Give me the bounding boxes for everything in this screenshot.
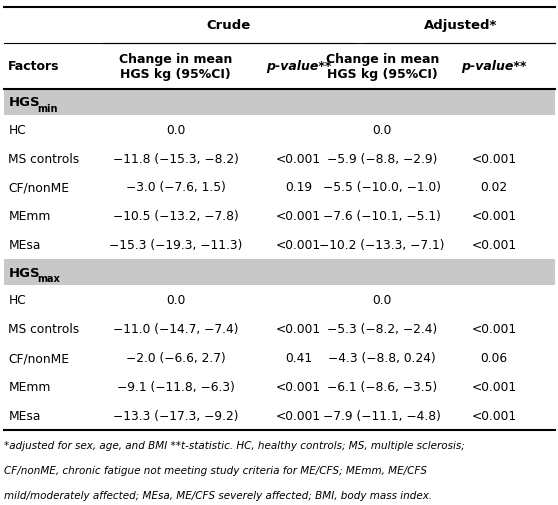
Text: <0.001: <0.001 — [276, 210, 321, 223]
Text: <0.001: <0.001 — [472, 239, 516, 251]
Text: CF/nonME, chronic fatigue not meeting study criteria for ME/CFS; MEmm, ME/CFS: CF/nonME, chronic fatigue not meeting st… — [4, 465, 427, 475]
Text: max: max — [37, 274, 60, 284]
Text: 0.06: 0.06 — [480, 351, 507, 364]
Text: MEmm: MEmm — [8, 380, 51, 393]
Bar — [4, 89, 555, 116]
Text: <0.001: <0.001 — [276, 239, 321, 251]
Text: <0.001: <0.001 — [472, 409, 516, 422]
Text: <0.001: <0.001 — [472, 380, 516, 393]
Text: −7.9 (−11.1, −4.8): −7.9 (−11.1, −4.8) — [323, 409, 441, 422]
Text: <0.001: <0.001 — [276, 409, 321, 422]
Text: <0.001: <0.001 — [276, 323, 321, 335]
Text: MS controls: MS controls — [8, 323, 80, 335]
Text: −5.9 (−8.8, −2.9): −5.9 (−8.8, −2.9) — [327, 153, 437, 165]
Text: −10.2 (−13.3, −7.1): −10.2 (−13.3, −7.1) — [320, 239, 445, 251]
Text: 0.0: 0.0 — [166, 124, 185, 136]
Text: mild/moderately affected; MEsa, ME/CFS severely affected; BMI, body mass index.: mild/moderately affected; MEsa, ME/CFS s… — [4, 490, 432, 500]
Text: −5.3 (−8.2, −2.4): −5.3 (−8.2, −2.4) — [327, 323, 437, 335]
Text: HC: HC — [8, 124, 26, 136]
Text: MEmm: MEmm — [8, 210, 51, 223]
Text: −3.0 (−7.6, 1.5): −3.0 (−7.6, 1.5) — [126, 181, 225, 194]
Text: −9.1 (−11.8, −6.3): −9.1 (−11.8, −6.3) — [117, 380, 235, 393]
Text: −10.5 (−13.2, −7.8): −10.5 (−13.2, −7.8) — [113, 210, 239, 223]
Text: *adjusted for sex, age, and BMI **t-statistic. HC, healthy controls; MS, multipl: *adjusted for sex, age, and BMI **t-stat… — [4, 440, 465, 450]
Text: −7.6 (−10.1, −5.1): −7.6 (−10.1, −5.1) — [323, 210, 441, 223]
Text: 0.0: 0.0 — [373, 124, 392, 136]
Text: −11.0 (−14.7, −7.4): −11.0 (−14.7, −7.4) — [113, 323, 238, 335]
Text: CF/nonME: CF/nonME — [8, 181, 69, 194]
Text: min: min — [37, 104, 58, 114]
Text: <0.001: <0.001 — [472, 210, 516, 223]
Bar — [4, 260, 555, 286]
Text: Crude: Crude — [206, 19, 251, 32]
Text: 0.19: 0.19 — [285, 181, 312, 194]
Text: MS controls: MS controls — [8, 153, 80, 165]
Text: −11.8 (−15.3, −8.2): −11.8 (−15.3, −8.2) — [113, 153, 239, 165]
Text: −5.5 (−10.0, −1.0): −5.5 (−10.0, −1.0) — [323, 181, 441, 194]
Text: −4.3 (−8.8, 0.24): −4.3 (−8.8, 0.24) — [328, 351, 436, 364]
Text: CF/nonME: CF/nonME — [8, 351, 69, 364]
Text: 0.0: 0.0 — [373, 294, 392, 307]
Text: HGS: HGS — [8, 96, 40, 109]
Text: p-value**: p-value** — [266, 60, 331, 73]
Text: Change in mean
HGS kg (95%CI): Change in mean HGS kg (95%CI) — [325, 53, 439, 81]
Text: Adjusted*: Adjusted* — [424, 19, 497, 32]
Text: <0.001: <0.001 — [472, 153, 516, 165]
Text: <0.001: <0.001 — [276, 153, 321, 165]
Text: MEsa: MEsa — [8, 239, 41, 251]
Text: <0.001: <0.001 — [276, 380, 321, 393]
Text: 0.41: 0.41 — [285, 351, 312, 364]
Text: Factors: Factors — [8, 60, 60, 73]
Text: 0.0: 0.0 — [166, 294, 185, 307]
Text: −2.0 (−6.6, 2.7): −2.0 (−6.6, 2.7) — [126, 351, 225, 364]
Text: p-value**: p-value** — [461, 60, 527, 73]
Text: −6.1 (−8.6, −3.5): −6.1 (−8.6, −3.5) — [327, 380, 437, 393]
Text: HC: HC — [8, 294, 26, 307]
Text: MEsa: MEsa — [8, 409, 41, 422]
Text: 0.02: 0.02 — [480, 181, 507, 194]
Text: Change in mean
HGS kg (95%CI): Change in mean HGS kg (95%CI) — [119, 53, 233, 81]
Text: HGS: HGS — [8, 266, 40, 279]
Text: −13.3 (−17.3, −9.2): −13.3 (−17.3, −9.2) — [113, 409, 238, 422]
Text: −15.3 (−19.3, −11.3): −15.3 (−19.3, −11.3) — [109, 239, 243, 251]
Text: <0.001: <0.001 — [472, 323, 516, 335]
